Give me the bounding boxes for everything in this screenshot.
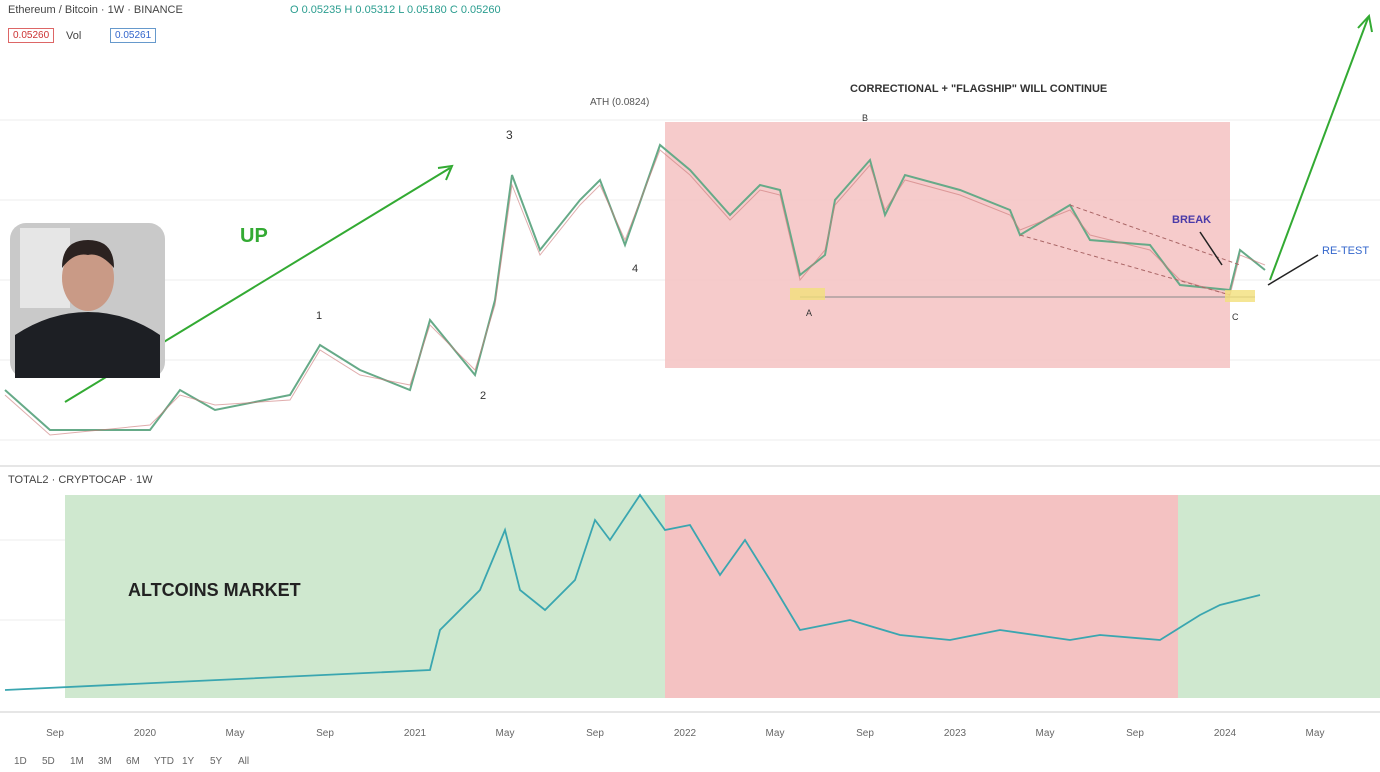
time-label: May: [1035, 728, 1055, 739]
annotation-altcoins: ALTCOINS MARKET: [128, 580, 301, 600]
time-label: 2024: [1213, 728, 1237, 739]
range-button[interactable]: 3M: [98, 756, 112, 767]
time-label: Sep: [856, 728, 874, 739]
ohlc: O 0.05235 H 0.05312 L 0.05180 C 0.05260: [290, 4, 501, 16]
time-label: May: [1305, 728, 1325, 739]
up-arrow: [1269, 17, 1369, 281]
arrow-head: [1357, 13, 1373, 33]
webcam-face: [62, 245, 114, 311]
time-label: 2022: [673, 728, 697, 739]
sell-button[interactable]: 0.05260: [8, 28, 55, 43]
wave-label: 4: [632, 263, 639, 275]
total2-line: [4, 493, 1261, 691]
time-label: Sep: [316, 728, 334, 739]
wave-label: C: [1232, 312, 1239, 322]
support-highlight: [790, 288, 825, 300]
range-button[interactable]: YTD: [154, 756, 174, 767]
time-label: 2023: [943, 728, 967, 739]
wave-label: 2: [480, 390, 487, 402]
time-label: Sep: [586, 728, 604, 739]
symbol: Ethereum / Bitcoin · 1W · BINANCE: [8, 4, 183, 16]
price-wicks: [4, 149, 1266, 436]
time-label: 2021: [403, 728, 427, 739]
time-label: May: [225, 728, 245, 739]
indicator-label: TOTAL2 · CRYPTOCAP · 1W: [8, 474, 153, 486]
annotation-ath: ATH (0.0824): [590, 97, 650, 108]
wave-label: A: [806, 308, 813, 318]
range-button[interactable]: 6M: [126, 756, 140, 767]
correction-zone: [665, 122, 1230, 368]
time-label: 2020: [133, 728, 157, 739]
bull-zone: [1178, 495, 1380, 698]
webcam-hair: [62, 240, 114, 268]
range-button[interactable]: 1M: [70, 756, 84, 767]
pointer-arrow: [1199, 231, 1223, 266]
range-button[interactable]: 1D: [14, 756, 27, 767]
bull-zone: [65, 495, 665, 698]
annotation-correction: CORRECTIONAL + "FLAGSHIP" WILL CONTINUE: [850, 83, 1108, 95]
bear-zone: [665, 495, 1178, 698]
annotation-up: UP: [240, 225, 268, 247]
flag-line: [1069, 204, 1241, 266]
range-button[interactable]: 5D: [42, 756, 55, 767]
spread: Vol: [66, 30, 82, 42]
arrow-head: [437, 164, 454, 181]
webcam-body: [15, 312, 160, 378]
support-highlight: [1225, 290, 1255, 302]
range-button[interactable]: 1Y: [182, 756, 195, 767]
pointer-arrow: [1267, 254, 1319, 286]
time-label: May: [495, 728, 515, 739]
wave-label: 3: [506, 128, 513, 142]
time-label: Sep: [1126, 728, 1144, 739]
time-label: Sep: [46, 728, 64, 739]
range-button[interactable]: 5Y: [210, 756, 223, 767]
price-line: [4, 143, 1266, 431]
time-label: May: [765, 728, 785, 739]
wave-label: B: [862, 113, 869, 123]
webcam-bg: [20, 228, 70, 308]
flag-line: [1019, 234, 1231, 296]
range-button[interactable]: All: [238, 756, 250, 767]
wave-label: 1: [316, 310, 323, 322]
annotation-break: BREAK: [1172, 214, 1212, 226]
buy-button[interactable]: 0.05261: [110, 28, 157, 43]
annotation-retest: RE-TEST: [1322, 245, 1370, 257]
